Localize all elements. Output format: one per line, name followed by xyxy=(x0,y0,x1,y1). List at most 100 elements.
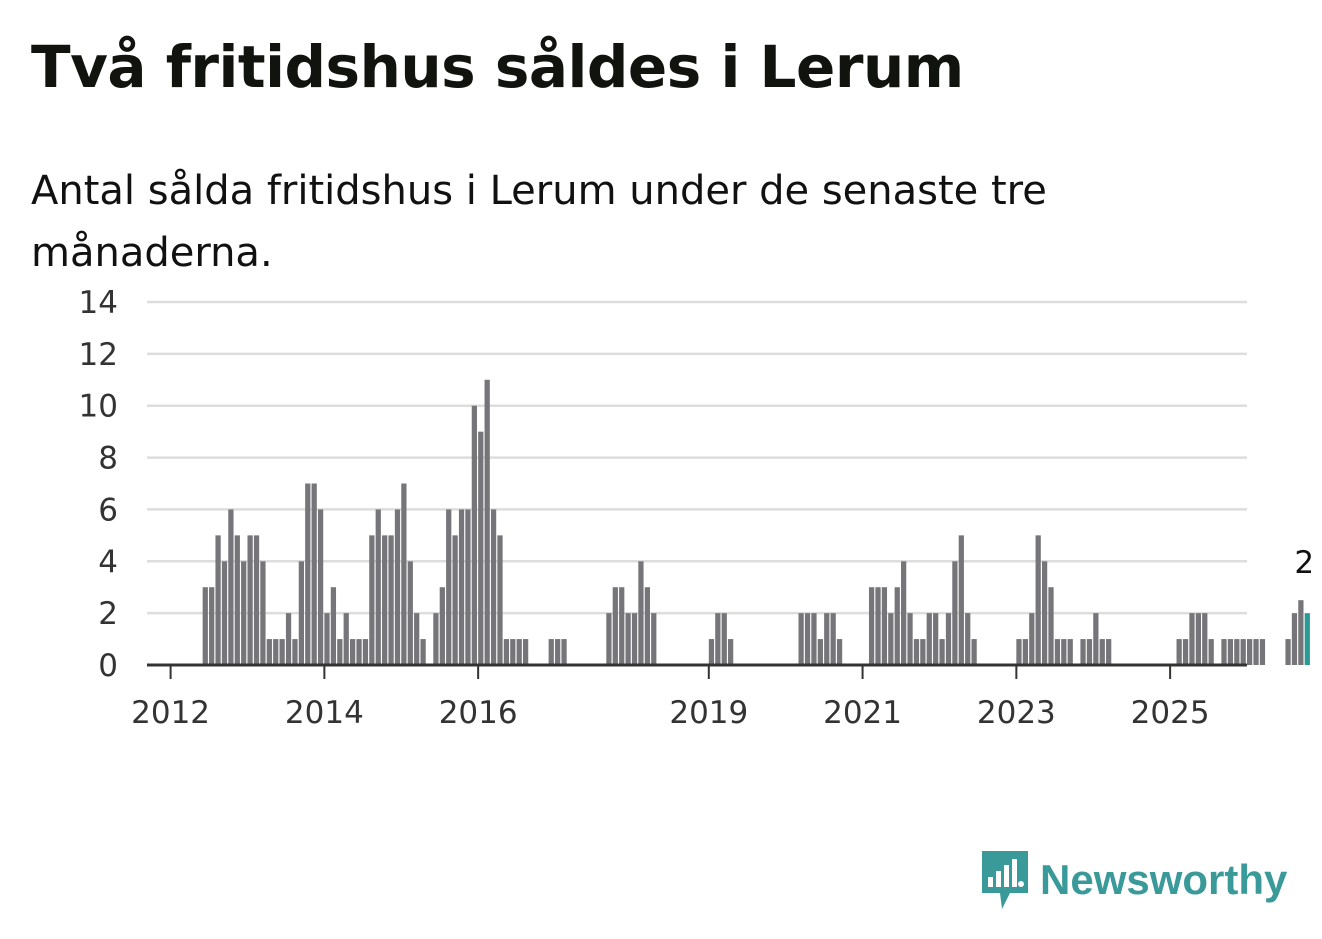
bar xyxy=(1048,587,1054,665)
bar xyxy=(798,613,804,665)
newsworthy-logo: Newsworthy xyxy=(980,848,1287,912)
bar xyxy=(273,639,279,665)
bar xyxy=(606,613,612,665)
bar xyxy=(817,639,823,665)
bar xyxy=(1054,639,1061,665)
y-tick-label-12: 12 xyxy=(79,337,118,373)
bar xyxy=(1041,561,1048,665)
y-tick-label-10: 10 xyxy=(79,389,118,425)
bar xyxy=(382,535,388,665)
x-tick-label-2014: 2014 xyxy=(285,695,364,731)
bar-latest xyxy=(1304,613,1310,665)
bar xyxy=(1029,613,1035,665)
x-tick-label-2019: 2019 xyxy=(669,695,748,731)
bar xyxy=(901,561,907,665)
bar xyxy=(324,613,330,665)
bar xyxy=(234,535,240,665)
bar xyxy=(1093,613,1099,665)
bar xyxy=(388,535,394,665)
bar xyxy=(1285,639,1291,665)
bar xyxy=(1035,535,1041,665)
x-tick-label-2016: 2016 xyxy=(439,695,518,731)
y-tick-label-0: 0 xyxy=(98,648,118,684)
bar xyxy=(375,509,381,665)
bar xyxy=(881,587,888,665)
bar xyxy=(317,509,324,665)
bar xyxy=(478,431,484,665)
bar xyxy=(804,613,811,665)
bar xyxy=(1253,639,1259,665)
x-axis: 2012 2014 2016 2019 2021 2023 2025 xyxy=(131,663,1247,731)
bar xyxy=(933,613,939,665)
bar xyxy=(1234,639,1240,665)
bar xyxy=(228,509,234,665)
bar xyxy=(420,639,426,665)
bar xyxy=(298,561,304,665)
bar xyxy=(1189,613,1195,665)
y-tick-label-6: 6 xyxy=(98,492,118,528)
chart-title: Två fritidshus såldes i Lerum xyxy=(31,33,964,101)
y-axis-ticks: 0 2 4 6 8 10 12 14 xyxy=(79,285,118,684)
grid-lines xyxy=(147,300,1247,615)
bar xyxy=(446,509,452,665)
bar xyxy=(465,509,471,665)
bar xyxy=(1298,600,1304,665)
bar xyxy=(407,561,413,665)
bar xyxy=(369,535,375,665)
bar xyxy=(945,613,952,665)
bar xyxy=(651,613,657,665)
bar xyxy=(484,379,490,665)
bar xyxy=(343,613,349,665)
bar xyxy=(414,613,420,665)
bar xyxy=(971,639,977,665)
bar xyxy=(241,561,247,665)
bar xyxy=(958,535,964,665)
bar xyxy=(811,613,817,665)
bar xyxy=(1099,639,1105,665)
bar xyxy=(1208,639,1214,665)
bar xyxy=(715,613,721,665)
bar xyxy=(1227,639,1234,665)
bar xyxy=(631,613,638,665)
bar xyxy=(516,639,522,665)
bar xyxy=(920,639,926,665)
bar xyxy=(1195,613,1201,665)
bar xyxy=(548,639,554,665)
bar xyxy=(221,561,228,665)
bar xyxy=(350,639,356,665)
latest-value-label: 2 xyxy=(1294,545,1314,581)
bar xyxy=(1080,639,1086,665)
bar xyxy=(952,561,958,665)
bar xyxy=(644,587,650,665)
bar xyxy=(728,639,734,665)
bar xyxy=(362,639,369,665)
y-tick-label-14: 14 xyxy=(79,285,118,321)
bar xyxy=(266,639,272,665)
bar xyxy=(356,639,362,665)
bar xyxy=(1106,639,1112,665)
bar xyxy=(202,587,208,665)
bar xyxy=(285,613,292,665)
y-tick-label-8: 8 xyxy=(98,441,118,477)
bar xyxy=(311,483,317,665)
bar xyxy=(1182,639,1189,665)
x-tick-label-2023: 2023 xyxy=(977,695,1056,731)
bar xyxy=(503,639,510,665)
bar xyxy=(337,639,343,665)
bar xyxy=(522,639,529,665)
bar xyxy=(939,639,945,665)
bar xyxy=(1259,639,1266,665)
bar xyxy=(1247,639,1253,665)
y-tick-label-4: 4 xyxy=(98,544,118,580)
chart-subtitle: Antal sålda fritidshus i Lerum under de … xyxy=(31,168,1047,276)
bar xyxy=(638,561,644,665)
bar xyxy=(907,613,913,665)
bar xyxy=(875,587,881,665)
bar xyxy=(1061,639,1067,665)
bar xyxy=(1291,613,1298,665)
bar xyxy=(253,535,260,665)
bar xyxy=(1086,639,1093,665)
bar xyxy=(612,587,618,665)
bar xyxy=(965,613,971,665)
bar xyxy=(555,639,561,665)
